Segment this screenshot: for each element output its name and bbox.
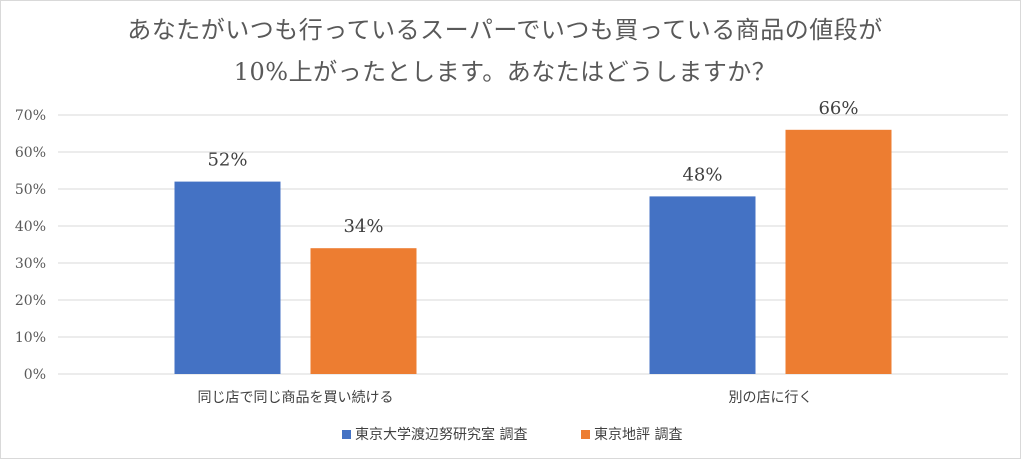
y-tick-label: 60%: [15, 145, 46, 161]
legend-label: 東京地評 調査: [594, 427, 682, 443]
legend-swatch: [581, 430, 590, 439]
legend-label: 東京大学渡辺努研究室 調査: [355, 426, 527, 443]
data-label: 48%: [682, 164, 722, 185]
data-label: 34%: [343, 216, 383, 237]
bar: [310, 248, 417, 374]
legend-swatch: [342, 430, 351, 439]
y-tick-label: 10%: [15, 330, 46, 346]
y-tick-label: 30%: [15, 256, 46, 272]
x-category-label: 同じ店で同じ商品を買い続ける: [198, 389, 394, 406]
x-category-label: 別の店に行く: [729, 390, 813, 406]
bar: [785, 129, 892, 374]
bar: [649, 196, 756, 374]
data-label: 66%: [818, 98, 858, 119]
y-tick-label: 40%: [15, 219, 46, 235]
chart-title-line-2: 10%上がったとします。あなたはどうしますか？: [233, 58, 777, 86]
data-label: 52%: [207, 150, 247, 171]
y-tick-label: 0%: [24, 367, 46, 383]
y-tick-label: 20%: [15, 293, 46, 309]
chart-title-line-1: あなたがいつも行っているスーパーでいつも買っている商品の値段が: [127, 16, 883, 44]
y-tick-label: 50%: [15, 182, 46, 198]
bar: [174, 181, 281, 374]
y-tick-label: 70%: [15, 108, 46, 124]
